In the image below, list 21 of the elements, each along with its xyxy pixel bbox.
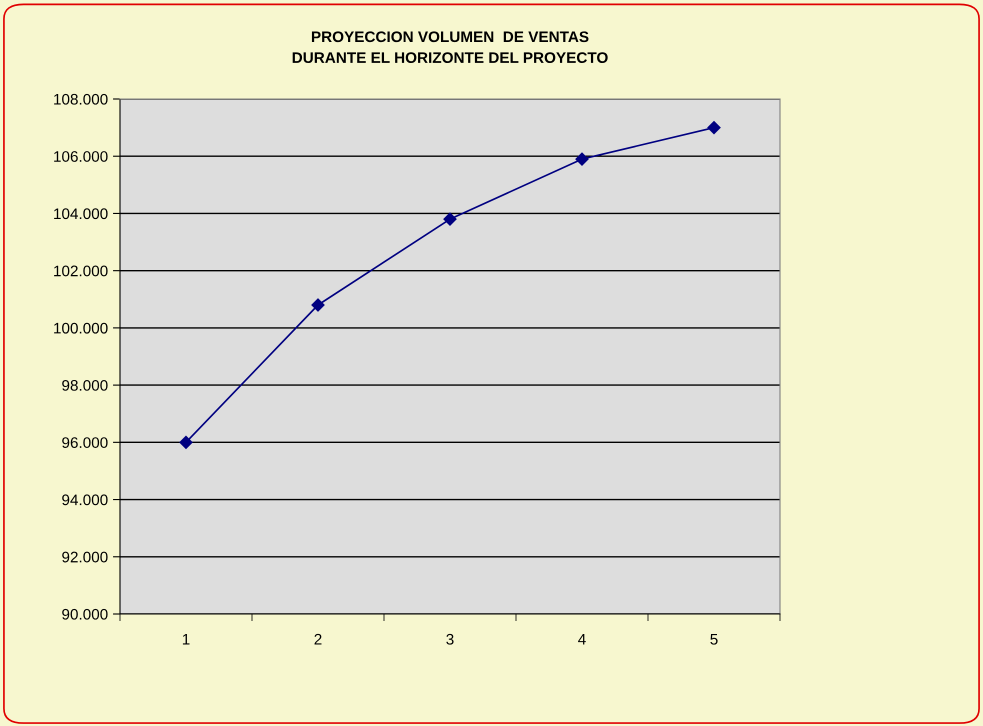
y-tick-label: 100.000 <box>54 322 108 334</box>
point <box>575 152 589 166</box>
point <box>443 212 457 226</box>
point <box>707 121 721 134</box>
x-tick-label: 1 <box>182 634 190 645</box>
x-tick-label: 4 <box>578 634 586 645</box>
y-tick-label: 96.000 <box>62 437 108 448</box>
y-tick-label: 102.000 <box>54 266 108 276</box>
y-tick-label: 98.000 <box>62 380 108 391</box>
y-tick-label: 106.000 <box>54 151 108 162</box>
point <box>311 298 325 312</box>
x-tick-label: 2 <box>314 634 322 645</box>
y-tick-label: 108.000 <box>54 94 108 105</box>
y-tick-label: 92.000 <box>62 552 108 562</box>
chart-title: PROYECCION VOLUMEN DE VENTAS DURANTE EL HORIZONTE DEL PROYECTO <box>292 31 608 64</box>
y-tick-label: 104.000 <box>54 208 108 220</box>
y-tick-label: 90.000 <box>62 608 108 620</box>
y-tick-label: 94.000 <box>62 494 108 506</box>
x-tick-label: 3 <box>446 634 454 645</box>
point <box>179 436 193 449</box>
x-tick-label: 5 <box>710 634 718 645</box>
